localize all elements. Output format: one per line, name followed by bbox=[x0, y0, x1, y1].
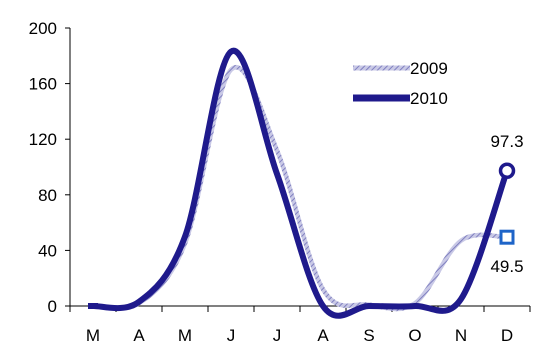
y-tick-label: 0 bbox=[48, 297, 57, 316]
x-tick-label: S bbox=[363, 326, 374, 345]
x-tick-label: N bbox=[455, 326, 467, 345]
y-tick-label: 120 bbox=[29, 130, 57, 149]
legend: 2009 2010 bbox=[353, 59, 448, 108]
x-tick-label: D bbox=[501, 326, 513, 345]
y-tick-label: 160 bbox=[29, 75, 57, 94]
x-tick-label: O bbox=[408, 326, 421, 345]
x-tick-label: A bbox=[317, 326, 329, 345]
data-label-2009: 49.5 bbox=[490, 257, 523, 276]
axes: 0 40 80 120 160 200 M A M J J A S O N D bbox=[29, 19, 531, 345]
y-tick-label: 200 bbox=[29, 19, 57, 38]
marker-layer: 49.5 97.3 bbox=[88, 132, 524, 309]
series-layer bbox=[90, 47, 510, 319]
x-tick-label: M bbox=[178, 326, 192, 345]
series-line-2010 bbox=[90, 47, 510, 319]
x-tick-label: J bbox=[227, 326, 236, 345]
legend-label-2010: 2010 bbox=[410, 89, 448, 108]
x-tick-label: J bbox=[273, 326, 282, 345]
end-marker-circle bbox=[498, 162, 516, 180]
data-label-2010: 97.3 bbox=[490, 132, 523, 151]
end-marker-square bbox=[499, 229, 515, 245]
y-tick-label: 80 bbox=[38, 186, 57, 205]
y-tick-label: 40 bbox=[38, 241, 57, 260]
x-tick-label: M bbox=[86, 326, 100, 345]
x-tick-label: A bbox=[133, 326, 145, 345]
series-start-marker bbox=[88, 303, 98, 309]
legend-label-2009: 2009 bbox=[410, 59, 448, 78]
